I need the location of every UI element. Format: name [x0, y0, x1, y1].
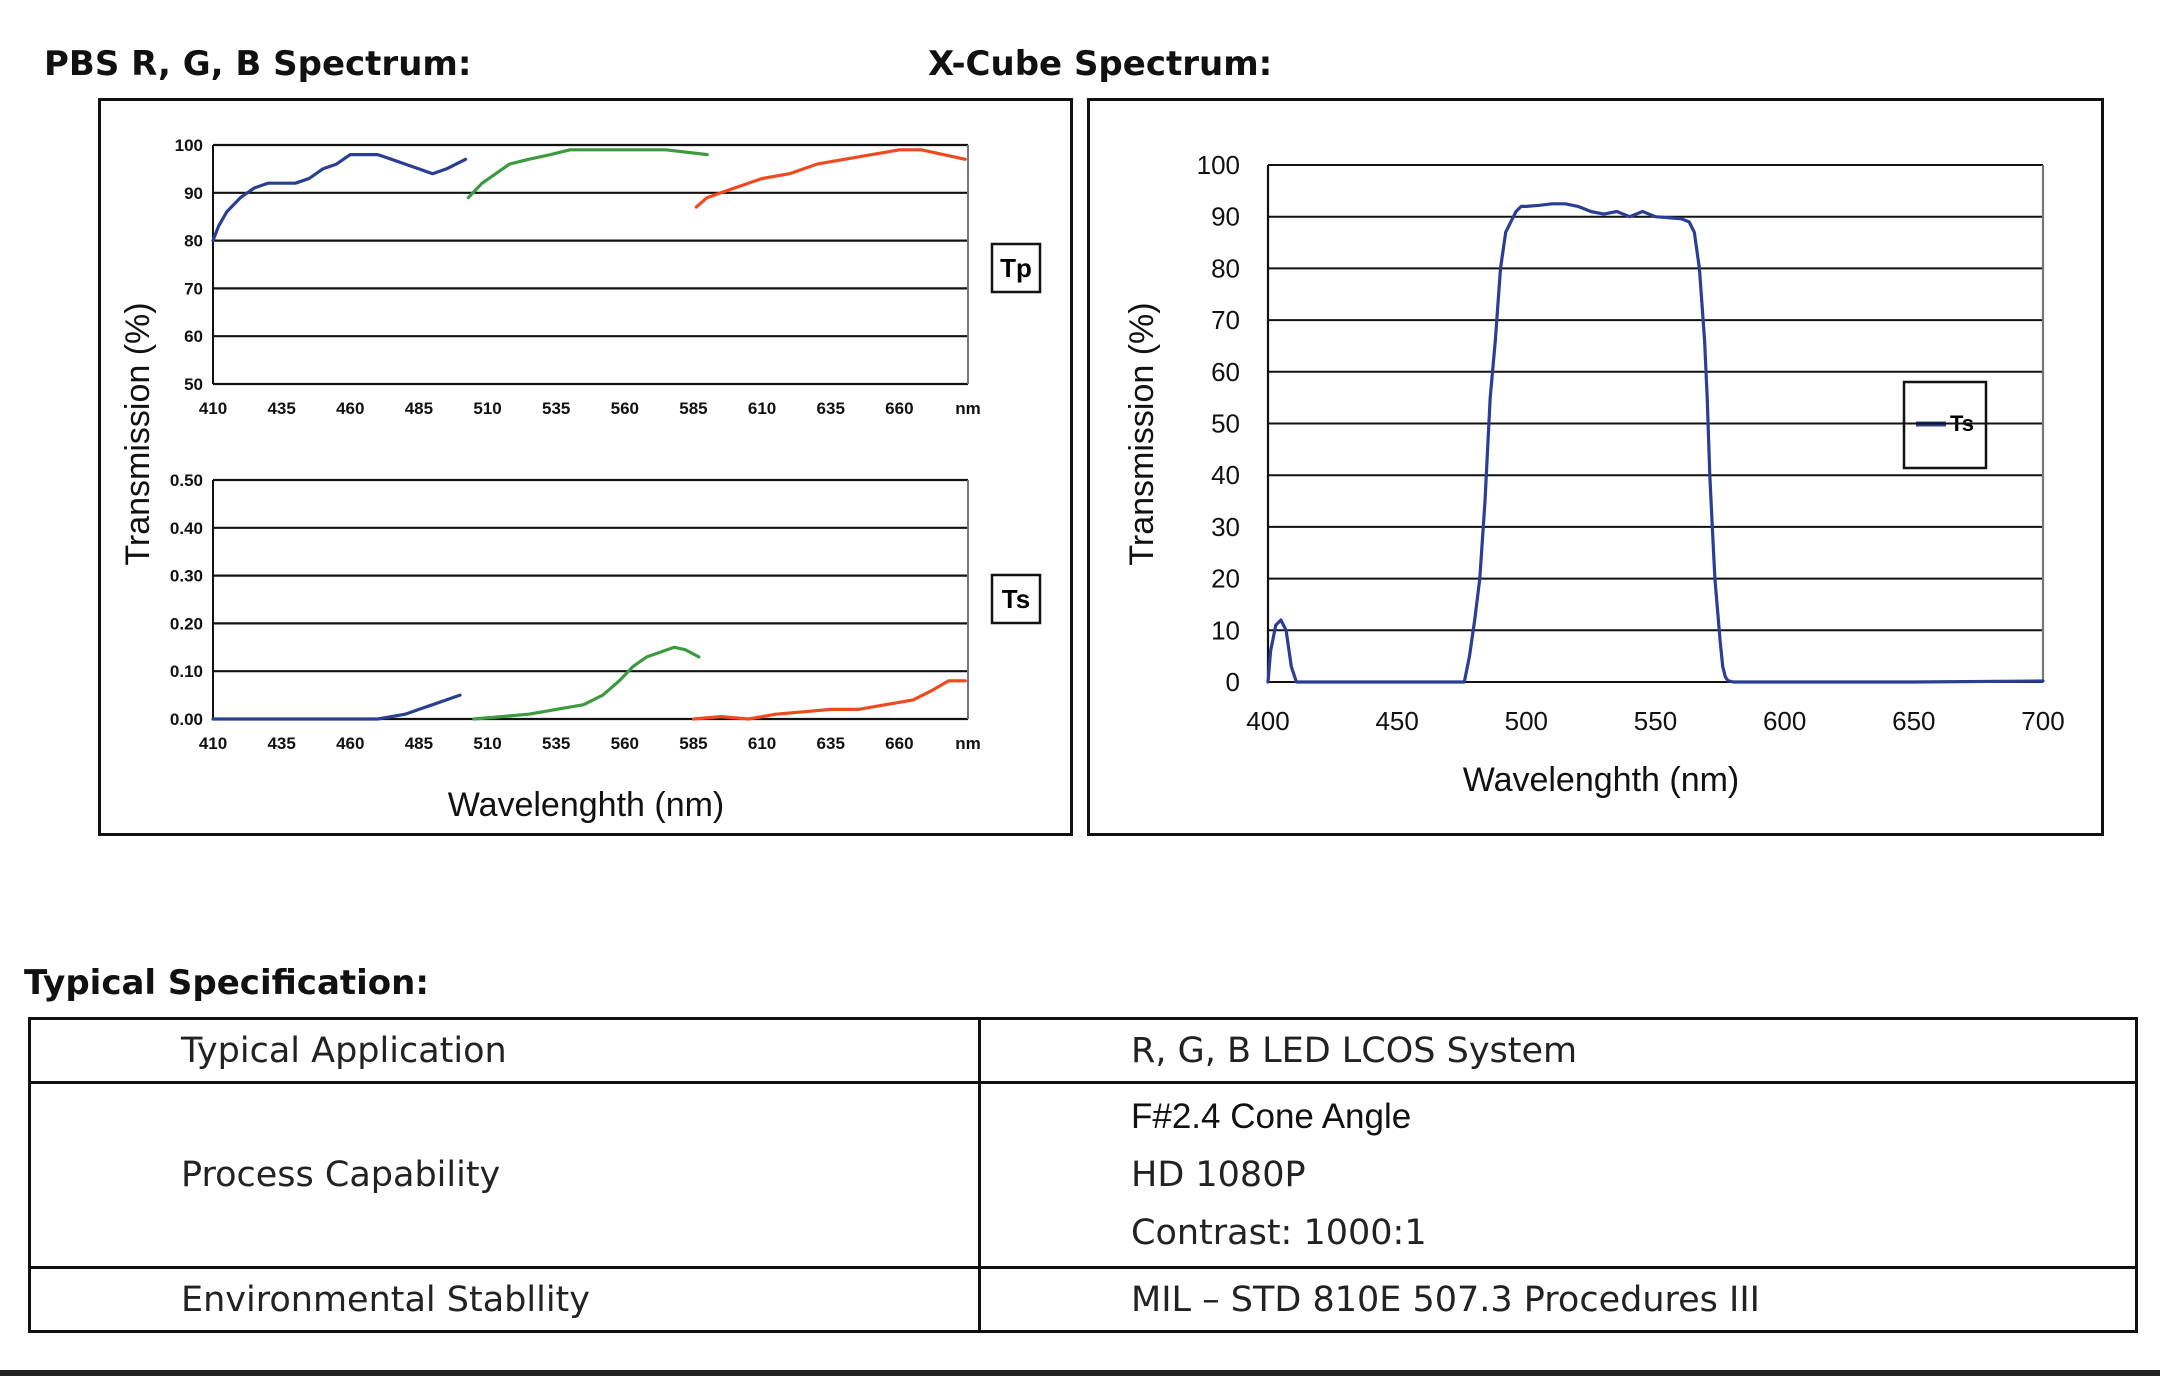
legend-label-tp: Tp — [1000, 253, 1032, 283]
pbs-heading: PBS R, G, B Spectrum: — [44, 44, 472, 84]
x-tick-label: 660 — [885, 734, 913, 753]
y-tick-label: 30 — [1211, 512, 1240, 542]
spec-label: Environmental Stabllity — [28, 1266, 981, 1333]
y-tick-label: 90 — [1211, 202, 1240, 232]
y-tick-label: 0.10 — [170, 662, 203, 681]
y-tick-label: 70 — [184, 279, 203, 298]
x-tick-label: 660 — [885, 399, 913, 418]
spec-value-line: MIL – STD 810E 507.3 Procedures III — [1131, 1279, 1760, 1320]
x-tick-label: 550 — [1634, 706, 1677, 736]
legend-box-tp — [990, 242, 1042, 294]
spec-table: Typical Application R, G, B LED LCOS Sys… — [28, 1017, 2138, 1333]
x-tick-label: 400 — [1246, 706, 1289, 736]
x-axis-label: Wavelenghth (nm) — [1463, 761, 1740, 799]
x-tick-label: 410 — [199, 399, 227, 418]
series-line-b — [211, 153, 468, 243]
x-tick-label: 435 — [267, 734, 295, 753]
spec-value: MIL – STD 810E 507.3 Procedures III — [978, 1266, 2138, 1333]
x-tick-label: 460 — [336, 399, 364, 418]
y-tick-label: 100 — [175, 136, 203, 155]
x-tick-label: 485 — [405, 399, 433, 418]
x-tick-label: 635 — [817, 734, 845, 753]
series-line-g — [472, 645, 701, 721]
spec-value-line: R, G, B LED LCOS System — [1131, 1030, 1578, 1071]
y-tick-label: 80 — [1211, 253, 1240, 283]
x-tick-label: 535 — [542, 734, 570, 753]
spec-value-line: F#2.4 Cone Angle — [1131, 1097, 1412, 1136]
y-tick-label: 0.40 — [170, 519, 203, 538]
x-tick-label: 610 — [748, 734, 776, 753]
x-tick-label: 435 — [267, 399, 295, 418]
x-axis-label: Wavelenghth (nm) — [448, 786, 725, 824]
x-tick-label: 585 — [679, 734, 707, 753]
spec-label: Process Capability — [28, 1081, 981, 1269]
spec-label: Typical Application — [28, 1017, 981, 1084]
series-line-r — [694, 148, 967, 209]
bottom-rule — [0, 1370, 2160, 1376]
x-tick-label: 510 — [473, 399, 501, 418]
x-tick-label: 460 — [336, 734, 364, 753]
xcube-chart-panel: Transmission (%) Wavelenghth (nm) Ts 100… — [1087, 98, 2104, 836]
spec-heading: Typical Specification: — [24, 963, 429, 1003]
x-tick-label: 700 — [2021, 706, 2064, 736]
x-tick-label: 585 — [679, 399, 707, 418]
series-line-ts — [1266, 202, 2045, 684]
y-tick-label: 80 — [184, 232, 203, 251]
table-row: Process Capability F#2.4 Cone Angle HD 1… — [28, 1081, 2138, 1269]
x-tick-label: 635 — [817, 399, 845, 418]
spec-value: R, G, B LED LCOS System — [978, 1017, 2138, 1084]
xcube-chart: Transmission (%) Wavelenghth (nm) Ts 100… — [1123, 150, 2065, 799]
y-tick-label: 0.50 — [170, 471, 203, 490]
table-row: Environmental Stabllity MIL – STD 810E 5… — [28, 1266, 2138, 1333]
y-tick-label: 50 — [1211, 409, 1240, 439]
y-tick-label: 70 — [1211, 305, 1240, 335]
series-line-b — [211, 693, 462, 721]
y-tick-label: 60 — [1211, 357, 1240, 387]
x-tick-label: nm — [955, 734, 981, 753]
x-tick-label: 560 — [611, 734, 639, 753]
series-line-g — [466, 148, 709, 200]
x-tick-label: 535 — [542, 399, 570, 418]
y-axis-label: Transmission (%) — [119, 302, 157, 565]
legend-box-ts — [990, 573, 1042, 625]
xcube-heading: X-Cube Spectrum: — [928, 44, 1273, 84]
x-tick-label: 410 — [199, 734, 227, 753]
x-tick-label: 610 — [748, 399, 776, 418]
x-tick-label: 650 — [1892, 706, 1935, 736]
y-tick-label: 90 — [184, 184, 203, 203]
y-tick-label: 0.30 — [170, 567, 203, 586]
y-axis-label: Transmission (%) — [1123, 302, 1161, 565]
x-tick-label: 560 — [611, 399, 639, 418]
spec-value-line: Contrast: 1000:1 — [1131, 1213, 1427, 1253]
y-tick-label: 10 — [1211, 615, 1240, 645]
y-tick-label: 60 — [184, 327, 203, 346]
y-tick-label: 0.20 — [170, 614, 203, 633]
y-tick-label: 0 — [1226, 667, 1240, 697]
spec-value-line: HD 1080P — [1131, 1155, 1306, 1195]
x-tick-label: nm — [955, 399, 981, 418]
y-tick-label: 0.00 — [170, 710, 203, 729]
x-tick-label: 450 — [1375, 706, 1418, 736]
x-tick-label: 510 — [473, 734, 501, 753]
series-line-r — [691, 679, 967, 721]
y-tick-label: 50 — [184, 375, 203, 394]
table-row: Typical Application R, G, B LED LCOS Sys… — [28, 1017, 2138, 1084]
x-tick-label: 500 — [1505, 706, 1548, 736]
x-tick-label: 485 — [405, 734, 433, 753]
pbs-chart: Transmission (%) Wavelenghth (nm) Tp Ts … — [119, 136, 1042, 824]
legend-label-ts: Ts — [1002, 584, 1030, 614]
y-tick-label: 20 — [1211, 564, 1240, 594]
pbs-chart-panel: Transmission (%) Wavelenghth (nm) Tp Ts … — [98, 98, 1073, 836]
spec-value: F#2.4 Cone Angle HD 1080P Contrast: 1000… — [978, 1081, 2138, 1269]
y-tick-label: 40 — [1211, 460, 1240, 490]
y-tick-label: 100 — [1197, 150, 1240, 180]
x-tick-label: 600 — [1763, 706, 1806, 736]
